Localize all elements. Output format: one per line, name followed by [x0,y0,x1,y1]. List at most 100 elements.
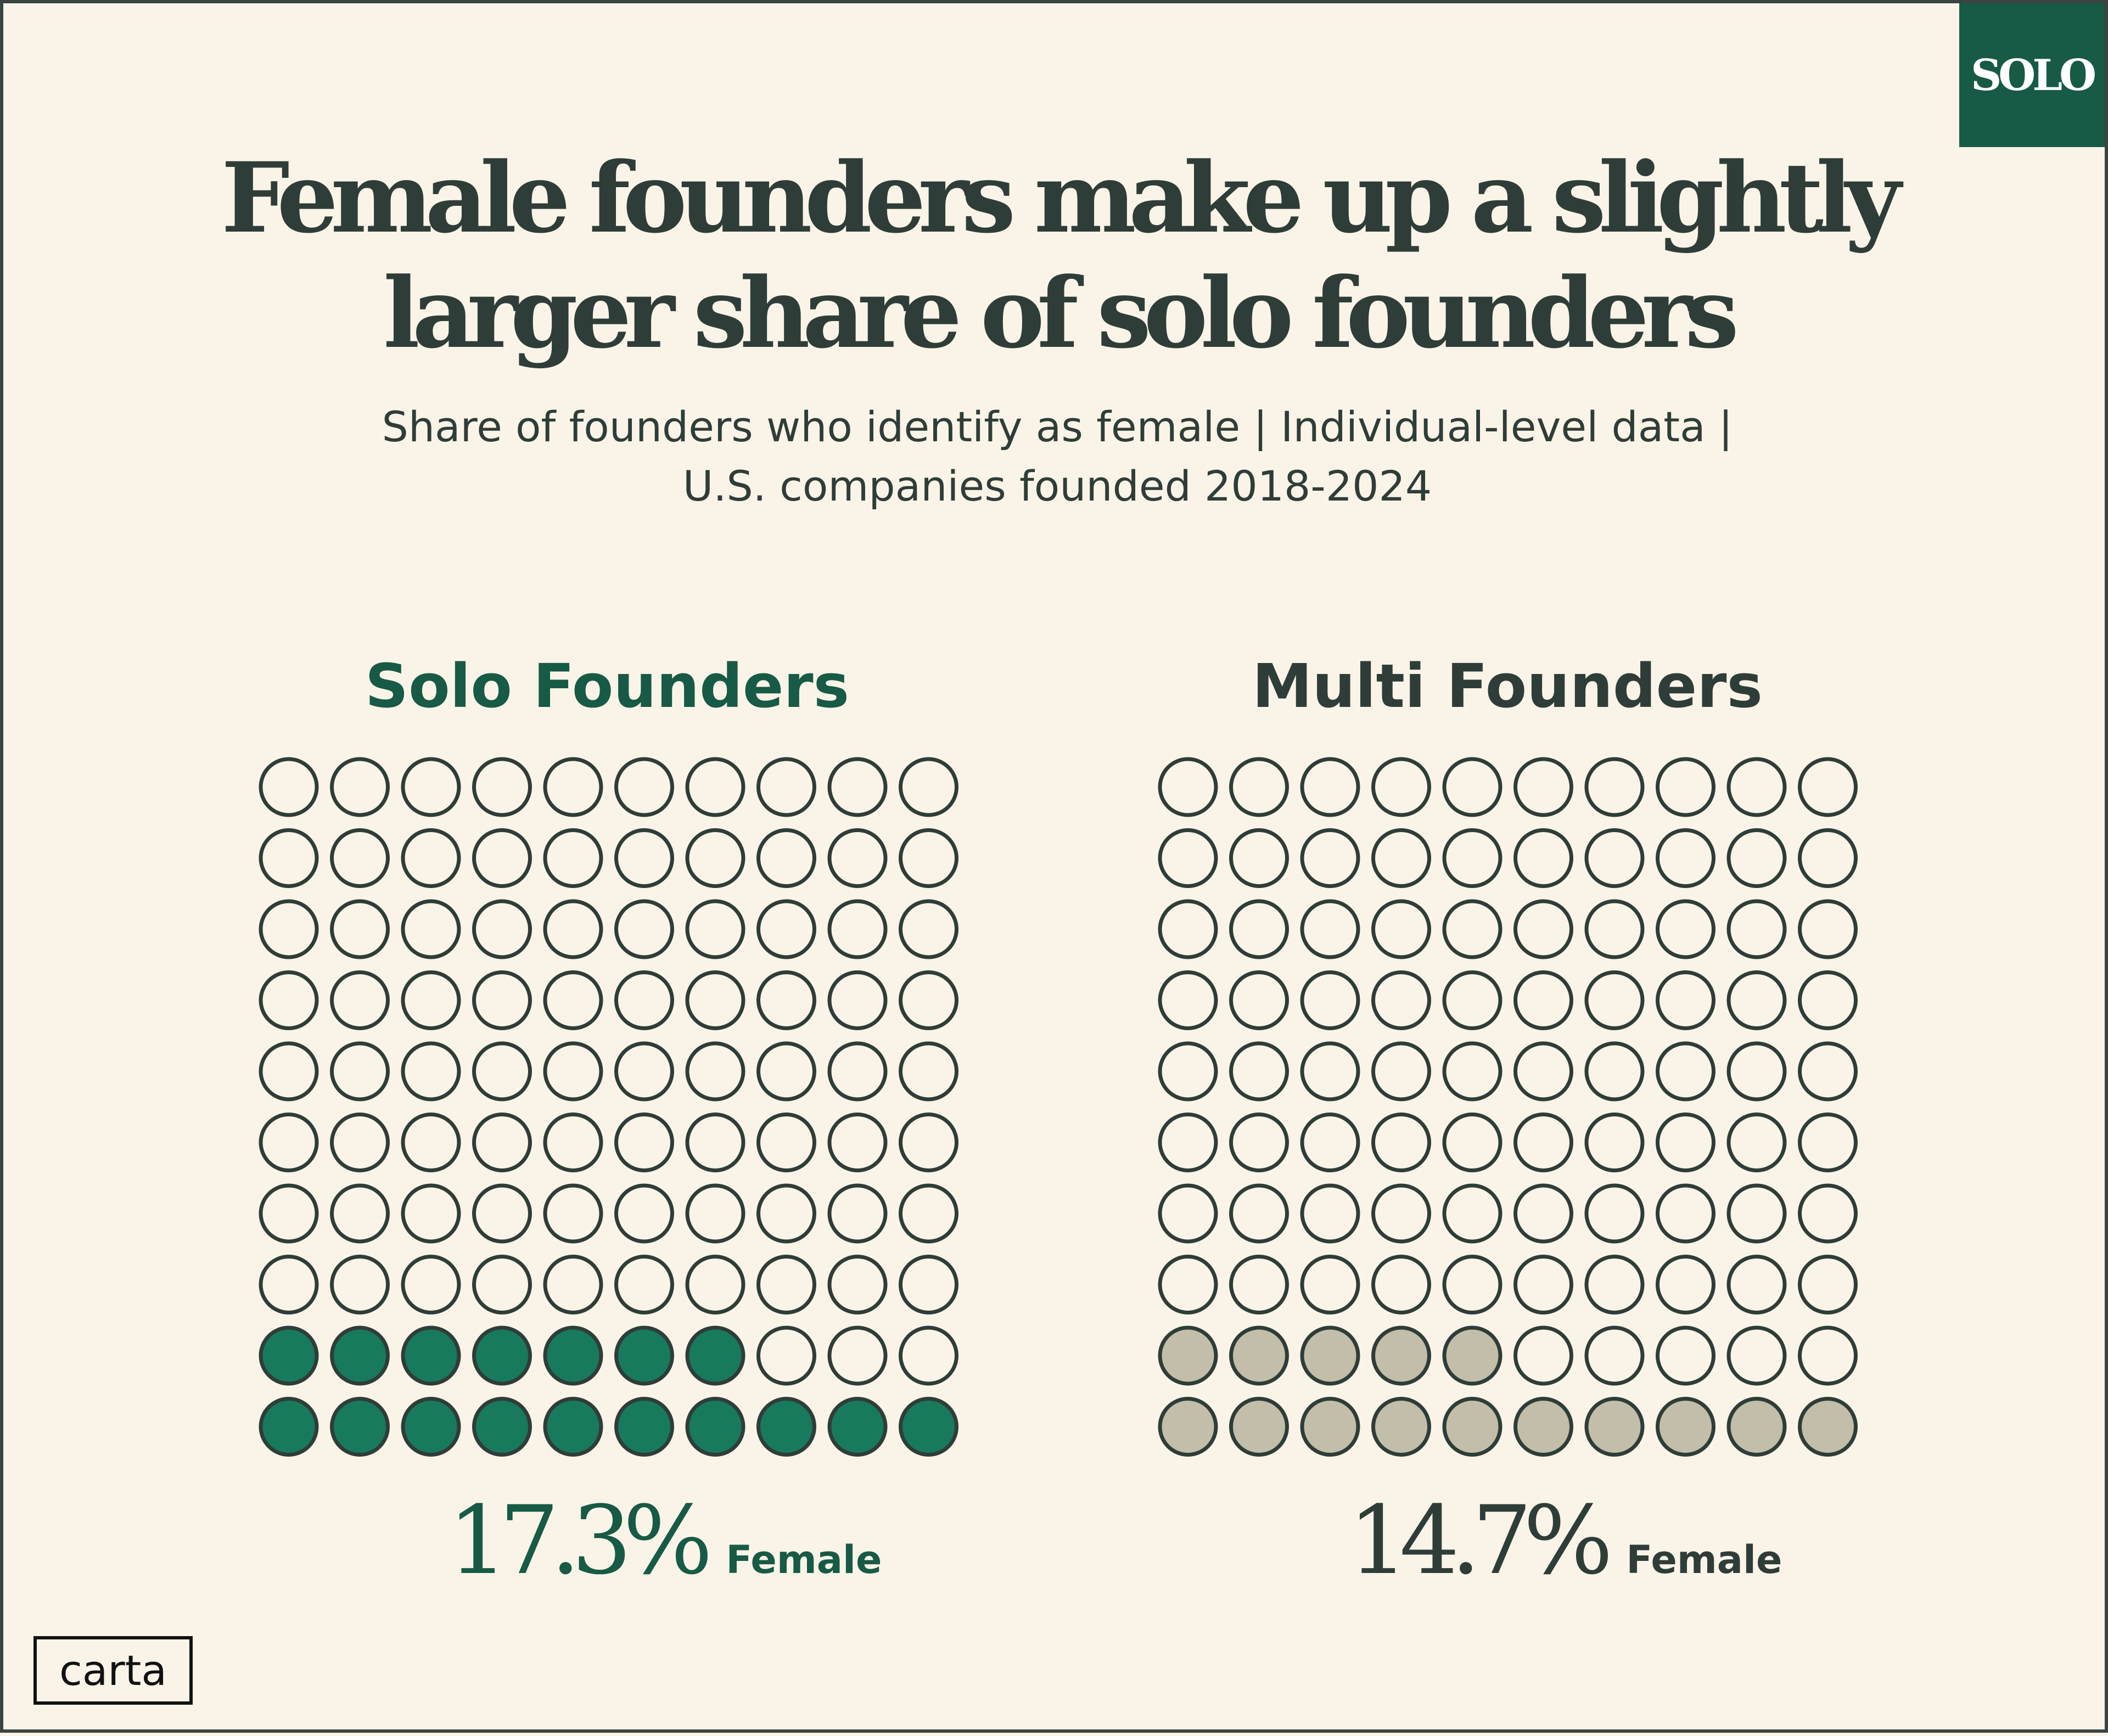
multi-waffle-unit-empty [1442,1041,1502,1102]
multi-waffle-unit-empty [1798,1255,1858,1314]
solo-waffle-unit-filled [614,1325,674,1386]
multi-waffle-unit-empty [1656,1113,1715,1172]
solo-waffle-unit-filled [614,1397,674,1457]
solo-waffle-unit-empty [543,899,603,959]
multi-waffle-unit-empty [1442,970,1502,1030]
multi-waffle-unit-empty [1158,1113,1218,1172]
solo-waffle-unit-empty [899,828,958,888]
multi-waffle-unit-empty [1371,1041,1431,1102]
multi-waffle-unit-empty [1158,1041,1218,1102]
multi-waffle-unit-empty [1513,899,1573,959]
multi-waffle-unit-empty [1798,828,1858,888]
solo-waffle-unit-empty [401,828,461,888]
solo-waffle-unit-empty [614,970,674,1030]
solo-waffle-unit-empty [685,1183,745,1244]
multi-waffle-unit-empty [1229,1183,1289,1244]
multi-waffle-unit-filled [1584,1397,1645,1457]
multi-waffle-unit-empty [1584,1113,1645,1172]
solo-waffle-unit-empty [827,1041,888,1102]
multi-waffle-unit-empty [1584,1255,1645,1314]
multi-waffle-unit-empty [1656,828,1715,888]
multi-female-stat: 14.7% Female [1348,1485,1782,1595]
solo-waffle-unit-empty [756,1041,816,1102]
solo-waffle-unit-filled [472,1397,532,1457]
multi-waffle-unit-empty [1656,1255,1715,1314]
solo-waffle-unit-empty [401,1255,461,1314]
multi-waffle-unit-empty [1798,899,1858,959]
multi-waffle-unit-empty [1584,1183,1645,1244]
multi-waffle-unit-filled [1371,1397,1431,1457]
solo-waffle-unit-empty [756,970,816,1030]
multi-waffle-unit-filled [1229,1325,1289,1386]
solo-waffle-unit-empty [685,757,745,817]
solo-waffle-unit-empty [259,1113,319,1172]
solo-waffle-unit-empty [685,828,745,888]
solo-waffle-unit-empty [685,899,745,959]
solo-waffle-unit-empty [259,970,319,1030]
multi-waffle-unit-empty [1584,970,1645,1030]
solo-founders-title: Solo Founders [365,651,850,721]
multi-female-label: Female [1626,1537,1782,1582]
solo-waffle-unit-empty [827,970,888,1030]
solo-waffle-unit-empty [472,1183,532,1244]
multi-waffle-unit-filled [1513,1397,1573,1457]
multi-waffle-unit-empty [1371,970,1431,1030]
multi-waffle-unit-filled [1726,1397,1787,1457]
solo-waffle-unit-empty [401,1041,461,1102]
solo-waffle-unit-filled [756,1397,816,1457]
multi-waffle-unit-empty [1229,1041,1289,1102]
multi-waffle-unit-empty [1584,828,1645,888]
multi-waffle-unit-empty [1656,1041,1715,1102]
multi-waffle-unit-empty [1229,970,1289,1030]
solo-waffle-unit-empty [259,757,319,817]
solo-waffle-unit-filled [259,1325,319,1386]
solo-waffle-unit-empty [756,1113,816,1172]
solo-waffle-unit-empty [685,1041,745,1102]
solo-waffle-unit-empty [899,757,958,817]
solo-waffle-unit-empty [330,1113,390,1172]
multi-founders-waffle [1158,757,1858,1457]
solo-badge-label: SOLO [1970,50,2096,100]
multi-waffle-unit-empty [1158,1183,1218,1244]
multi-waffle-unit-filled [1158,1397,1218,1457]
multi-waffle-unit-empty [1371,757,1431,817]
multi-waffle-unit-empty [1371,1183,1431,1244]
multi-waffle-unit-empty [1798,757,1858,817]
multi-waffle-unit-empty [1726,1041,1787,1102]
multi-waffle-unit-empty [1300,1041,1360,1102]
multi-waffle-unit-empty [1798,1041,1858,1102]
solo-waffle-unit-empty [614,1183,674,1244]
solo-waffle-unit-filled [472,1325,532,1386]
multi-waffle-unit-empty [1158,970,1218,1030]
solo-waffle-unit-empty [899,1325,958,1386]
multi-waffle-unit-empty [1513,1183,1573,1244]
solo-waffle-unit-empty [899,970,958,1030]
multi-waffle-unit-empty [1513,1041,1573,1102]
solo-waffle-unit-empty [827,1325,888,1386]
solo-waffle-unit-empty [259,1255,319,1314]
solo-waffle-unit-empty [756,1255,816,1314]
multi-waffle-unit-empty [1726,899,1787,959]
multi-waffle-unit-empty [1656,757,1715,817]
solo-waffle-unit-empty [827,1255,888,1314]
solo-waffle-unit-empty [259,899,319,959]
solo-waffle-unit-filled [543,1325,603,1386]
multi-waffle-unit-empty [1513,1255,1573,1314]
page-subtitle: Share of founders who identify as female… [3,397,2108,516]
solo-waffle-unit-empty [472,1113,532,1172]
multi-waffle-unit-empty [1442,1255,1502,1314]
multi-founders-title: Multi Founders [1252,651,1763,721]
solo-waffle-unit-empty [685,970,745,1030]
multi-waffle-unit-empty [1442,828,1502,888]
multi-waffle-unit-empty [1656,899,1715,959]
multi-waffle-unit-empty [1158,1255,1218,1314]
multi-waffle-unit-empty [1371,1113,1431,1172]
multi-waffle-unit-empty [1229,1113,1289,1172]
multi-waffle-unit-empty [1442,1183,1502,1244]
solo-founders-waffle [259,757,958,1457]
multi-waffle-unit-empty [1584,757,1645,817]
multi-waffle-unit-filled [1158,1325,1218,1386]
solo-waffle-unit-empty [756,1183,816,1244]
solo-waffle-unit-empty [685,1113,745,1172]
solo-waffle-unit-empty [259,1183,319,1244]
